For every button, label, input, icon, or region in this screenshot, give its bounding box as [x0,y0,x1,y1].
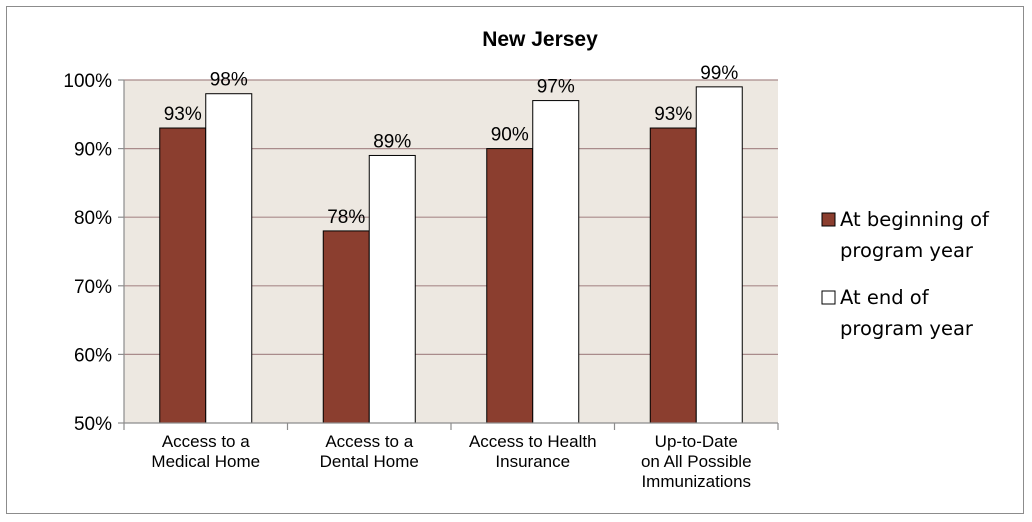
bar [695,86,743,424]
x-category-label: Access to a Medical Home [151,432,260,471]
x-category-label: Access to Health Insurance [469,432,597,471]
data-labels: 93% 78% 90% 93% 98% 89% 97% 99% [164,63,739,228]
x-category-label: Up-to-Date on All Possible Immunizations [641,432,752,491]
y-tick-label: 60% [74,345,112,366]
bars [159,86,743,424]
bar [486,148,534,424]
bar [159,127,207,424]
bar [322,230,370,424]
data-label: 89% [373,131,411,152]
bar [649,127,697,424]
y-tick-label: 80% [74,208,112,229]
data-label: 98% [210,70,248,91]
bar [205,93,253,424]
data-label: 93% [654,104,692,125]
legend-label: At end of program year [840,286,974,340]
axes [118,79,779,430]
bar [532,100,580,424]
y-tick-label: 90% [74,140,112,161]
bar [368,154,416,424]
x-category-labels: Access to a Medical Home Access to a Dental… [151,432,751,491]
y-tick-label: 70% [74,277,112,298]
y-tick-labels: 50% 60% 70% 80% 90% 100% [63,71,112,435]
data-label: 78% [327,207,365,228]
chart-title: New Jersey [482,28,598,51]
x-category-label: Access to a Dental Home [320,432,419,471]
y-tick-label: 100% [63,71,112,92]
legend: At beginning of program year At end of prog… [821,208,990,340]
y-tick-label: 50% [74,414,112,435]
data-label: 99% [700,63,738,84]
data-label: 97% [537,77,575,98]
legend-swatch [821,290,836,305]
data-label: 93% [164,104,202,125]
legend-swatch [821,212,836,227]
data-label: 90% [491,125,529,146]
legend-label: At beginning of program year [840,208,990,262]
